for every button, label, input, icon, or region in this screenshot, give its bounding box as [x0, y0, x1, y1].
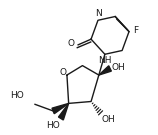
Text: OH: OH: [101, 115, 115, 124]
Text: HO: HO: [10, 91, 24, 100]
Text: NH: NH: [98, 56, 111, 65]
Polygon shape: [58, 103, 69, 120]
Text: O: O: [68, 39, 75, 48]
Text: F: F: [133, 26, 138, 35]
Polygon shape: [52, 103, 69, 114]
Text: O: O: [60, 68, 67, 77]
Polygon shape: [99, 66, 111, 75]
Text: HO: HO: [46, 121, 60, 130]
Text: N: N: [95, 9, 102, 18]
Text: OH: OH: [111, 63, 125, 72]
